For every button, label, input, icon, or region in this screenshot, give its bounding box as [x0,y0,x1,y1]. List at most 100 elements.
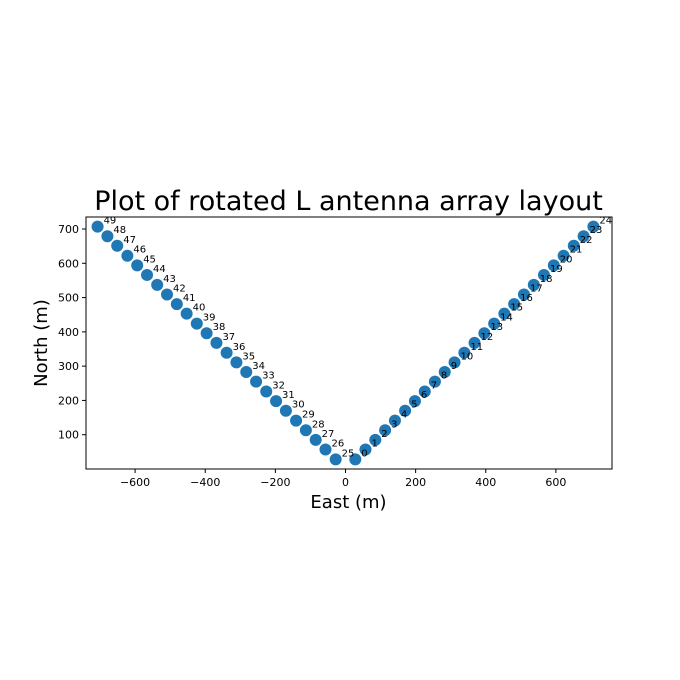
antenna-point [388,414,401,427]
antenna-point [220,346,233,359]
antenna-point [359,443,372,456]
y-tick-label: 100 [58,429,79,442]
antenna-point [547,259,560,272]
antenna-point [468,336,481,349]
y-tick-label: 400 [58,326,79,339]
antenna-label: 39 [203,313,216,324]
antenna-label: 26 [332,438,345,449]
antenna-label: 46 [133,245,146,256]
antenna-point [349,453,362,466]
y-tick-label: 700 [58,223,79,236]
chart-title: Plot of rotated L antenna array layout [94,186,603,217]
point-labels: 0123456789101112131415161718192021222324… [104,216,613,460]
antenna-point [240,365,253,378]
x-tick-label: 200 [405,476,426,489]
antenna-point [329,453,342,466]
antenna-point [200,327,213,340]
antenna-label: 15 [510,303,523,314]
x-tick-label: −600 [120,476,150,489]
antenna-point [448,356,461,369]
y-tick-label: 500 [58,292,79,305]
antenna-point [260,385,273,398]
antenna-label: 40 [193,303,206,314]
x-tick-label: 400 [475,476,496,489]
antenna-label: 8 [441,371,447,382]
antenna-point [498,307,511,320]
antenna-label: 36 [233,342,246,353]
antenna-label: 48 [113,225,126,236]
antenna-point [121,249,134,262]
antenna-point [488,317,501,330]
antenna-point [508,298,521,311]
antenna-label: 49 [104,216,117,227]
antenna-label: 0 [361,448,367,459]
antenna-point [210,336,223,349]
antenna-point [478,327,491,340]
antenna-label: 5 [411,400,417,411]
antenna-point [250,375,263,388]
antenna-label: 34 [252,361,265,372]
antenna-label: 28 [312,419,325,430]
antenna-label: 14 [500,313,513,324]
plot-frame [85,216,613,470]
x-tick-label: 600 [545,476,566,489]
antenna-label: 43 [163,274,176,285]
antenna-label: 19 [550,264,563,275]
antenna-label: 30 [292,400,305,411]
antenna-label: 37 [222,332,235,343]
antenna-label: 3 [391,419,397,430]
antenna-point [141,268,154,281]
y-tick-label: 300 [58,360,79,373]
antenna-label: 41 [183,293,196,304]
antenna-label: 17 [530,283,543,294]
antenna-point [577,230,590,243]
antenna-label: 42 [173,283,186,294]
antenna-label: 2 [381,429,387,440]
antenna-point [170,298,183,311]
antenna-label: 10 [461,351,474,362]
antenna-point [517,288,530,301]
antenna-label: 23 [590,225,603,236]
antenna-point [111,239,124,252]
antenna-point [230,356,243,369]
antenna-label: 7 [431,381,437,392]
antenna-label: 38 [213,322,226,333]
antenna-point [418,385,431,398]
antenna-label: 31 [282,390,295,401]
antenna-point [587,220,600,233]
antenna-point [151,278,164,291]
antenna-point [567,239,580,252]
x-axis-label: East (m) [310,492,386,513]
antenna-point [279,404,292,417]
antenna-label: 1 [371,438,377,449]
antenna-point [190,317,203,330]
antenna-point [309,433,322,446]
antenna-label: 9 [451,361,457,372]
antenna-point [180,307,193,320]
antenna-label: 25 [342,448,355,459]
data-points [91,220,600,466]
antenna-point [537,268,550,281]
antenna-label: 18 [540,274,553,285]
antenna-label: 16 [520,293,533,304]
antenna-label: 29 [302,410,315,421]
antenna-point [438,365,451,378]
antenna-label: 33 [262,371,275,382]
antenna-label: 47 [123,235,136,246]
antenna-label: 20 [560,254,573,265]
y-axis-ticks: 100 200 300 400 500 600 700 [58,223,86,442]
antenna-point [131,259,144,272]
antenna-point [270,395,283,408]
antenna-label: 12 [481,332,494,343]
antenna-label: 22 [580,235,593,246]
antenna-point [299,424,312,437]
antenna-point [527,278,540,291]
antenna-label: 21 [570,245,583,256]
antenna-point [290,414,303,427]
antenna-label: 45 [143,254,156,265]
y-axis-label: North (m) [31,299,52,387]
y-tick-label: 600 [58,257,79,270]
antenna-point [399,404,412,417]
antenna-point [369,433,382,446]
